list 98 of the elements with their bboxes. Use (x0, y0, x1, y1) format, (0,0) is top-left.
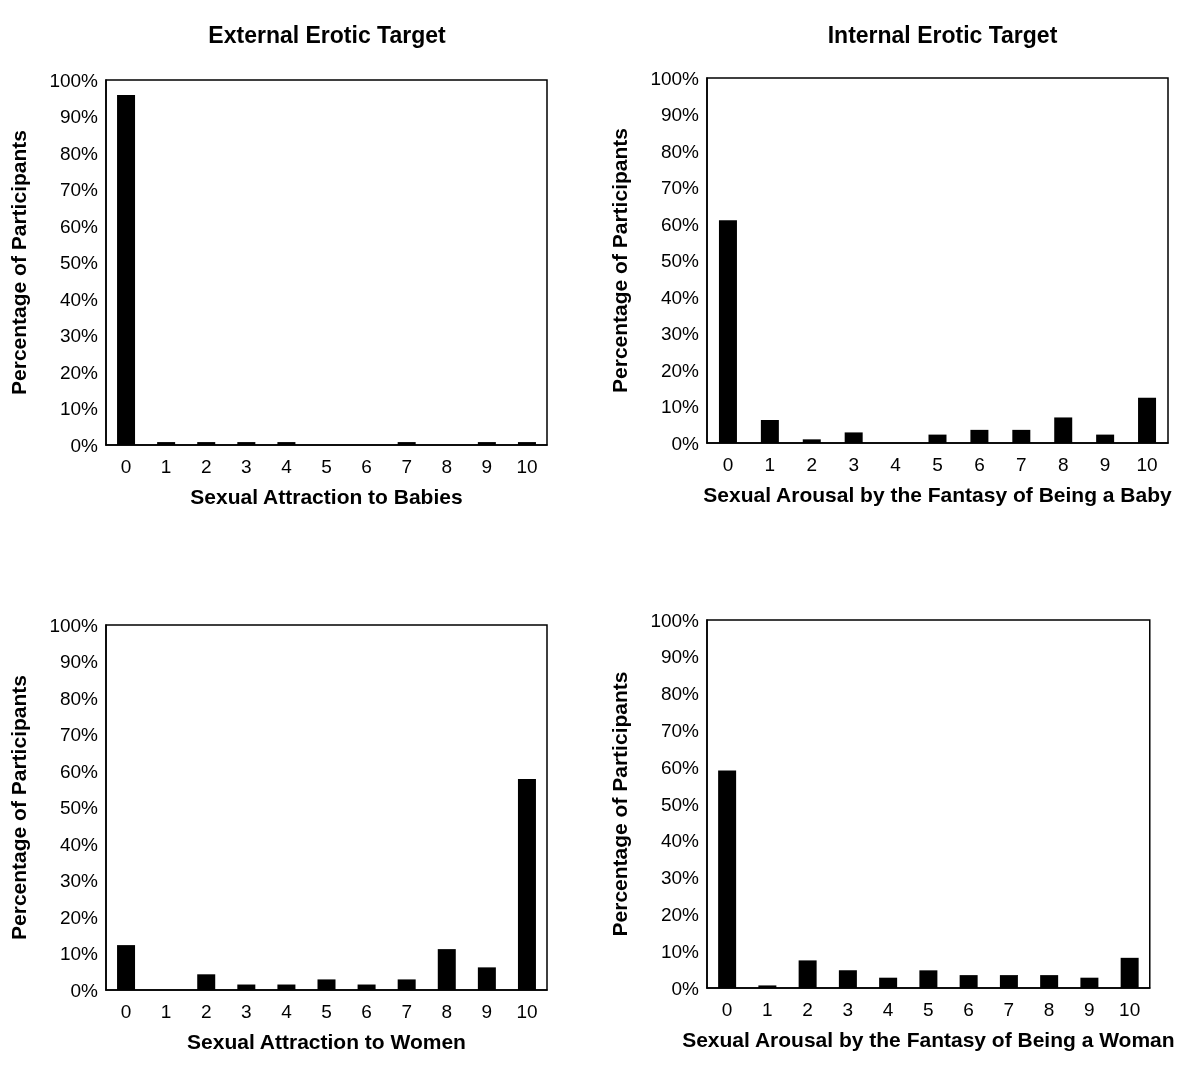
x-tick-label: 9 (1084, 999, 1095, 1020)
x-tick-label: 1 (160, 456, 172, 477)
y-tick-label: 10% (59, 943, 99, 964)
x-tick-label: 7 (401, 456, 412, 477)
y-tick-label: 60% (59, 760, 99, 782)
y-tick-label: 30% (660, 867, 700, 889)
x-tick-label: 4 (281, 1001, 293, 1022)
x-axis-title: Sexual Attraction to Women (187, 1029, 466, 1053)
x-tick-label: 0 (722, 454, 734, 475)
x-tick-label: 6 (974, 454, 985, 475)
y-tick-label: 20% (660, 903, 700, 925)
chart-title: Internal Erotic Target (827, 21, 1058, 48)
y-tick-label: 40% (59, 833, 99, 855)
y-tick-label: 0% (70, 434, 99, 456)
y-tick-label: 40% (660, 286, 700, 308)
y-tick-label: 80% (59, 687, 99, 709)
y-tick-label: 0% (671, 977, 700, 999)
x-axis-title: Sexual Arousal by the Fantasy of Being a Baby (703, 482, 1172, 506)
x-tick-label: 0 (721, 999, 733, 1020)
x-tick-label: 3 (241, 1001, 252, 1022)
x-tick-label: 8 (441, 1001, 453, 1022)
x-tick-label: 8 (1057, 454, 1069, 475)
y-tick-label: 80% (59, 142, 99, 164)
x-tick-label: 5 (321, 1001, 332, 1022)
y-tick-label: 40% (59, 288, 99, 310)
x-tick-label: 2 (806, 454, 818, 475)
x-tick-label: 9 (481, 456, 493, 477)
y-tick-label: 20% (660, 359, 700, 381)
y-tick-label: 80% (660, 140, 700, 162)
y-tick-label: 100% (650, 67, 700, 89)
x-tick-label: 6 (361, 1001, 372, 1022)
x-tick-label: 1 (764, 454, 776, 475)
y-tick-label: 0% (671, 432, 700, 454)
x-tick-label: 2 (200, 456, 212, 477)
y-tick-label: 100% (650, 609, 700, 631)
x-tick-label: 4 (882, 999, 894, 1020)
x-tick-label: 5 (321, 456, 332, 477)
x-tick-label: 8 (441, 456, 453, 477)
y-tick-label: 60% (660, 756, 700, 778)
x-tick-label: 4 (281, 456, 293, 477)
y-tick-label: 100% (49, 69, 99, 91)
y-tick-label: 50% (59, 797, 99, 818)
x-tick-label: 4 (890, 454, 902, 475)
y-axis-title: Percentage of Participants (608, 671, 631, 937)
y-tick-label: 90% (660, 646, 700, 668)
x-tick-label: 7 (1016, 454, 1027, 475)
x-tick-label: 3 (842, 999, 854, 1020)
x-tick-label: 6 (963, 999, 974, 1020)
x-tick-label: 5 (932, 454, 943, 475)
x-tick-label: 3 (241, 456, 252, 477)
y-tick-label: 50% (660, 793, 700, 815)
y-tick-label: 70% (660, 719, 700, 741)
y-tick-label: 90% (59, 651, 99, 672)
x-tick-label: 7 (401, 1001, 412, 1022)
y-tick-label: 60% (660, 213, 700, 235)
x-tick-label: 2 (802, 999, 813, 1020)
x-axis-title: Sexual Attraction to Babies (190, 484, 463, 508)
x-tick-label: 1 (762, 999, 773, 1020)
y-tick-label: 70% (59, 724, 99, 745)
y-tick-label: 30% (660, 323, 700, 344)
x-tick-label: 8 (1043, 999, 1055, 1020)
x-tick-label: 10 (516, 456, 538, 477)
y-tick-label: 60% (59, 215, 99, 237)
x-axis-title: Sexual Arousal by the Fantasy of Being a Woman (682, 1027, 1175, 1051)
y-tick-label: 10% (660, 940, 700, 962)
y-tick-label: 90% (660, 104, 700, 125)
y-axis-title: Percentage of Participants (608, 128, 631, 393)
y-tick-label: 10% (59, 398, 99, 419)
y-tick-label: 50% (59, 252, 99, 273)
x-tick-label: 0 (120, 456, 132, 477)
x-tick-label: 10 (1119, 999, 1141, 1020)
x-tick-label: 10 (1136, 454, 1158, 475)
y-tick-label: 30% (59, 870, 99, 891)
x-tick-label: 5 (923, 999, 934, 1020)
x-tick-label: 6 (361, 456, 372, 477)
y-axis-title: Percentage of Participants (7, 675, 30, 940)
y-tick-label: 100% (49, 614, 99, 636)
y-tick-label: 70% (660, 177, 700, 198)
y-tick-label: 80% (660, 683, 700, 705)
y-tick-label: 0% (70, 979, 99, 1001)
y-tick-label: 90% (59, 106, 99, 127)
x-tick-label: 7 (1003, 999, 1015, 1020)
y-tick-label: 30% (59, 325, 99, 346)
x-tick-label: 3 (848, 454, 859, 475)
x-tick-label: 9 (481, 1001, 493, 1022)
x-tick-label: 10 (516, 1001, 538, 1022)
y-tick-label: 20% (59, 906, 99, 928)
x-tick-label: 2 (200, 1001, 212, 1022)
x-tick-label: 9 (1099, 454, 1111, 475)
x-tick-label: 1 (160, 1001, 172, 1022)
chart-title: External Erotic Target (208, 21, 446, 48)
y-tick-label: 40% (660, 830, 700, 852)
y-tick-label: 10% (660, 396, 700, 417)
x-tick-label: 0 (120, 1001, 132, 1022)
y-axis-title: Percentage of Participants (7, 130, 30, 395)
y-tick-label: 50% (660, 250, 700, 271)
y-tick-label: 20% (59, 361, 99, 383)
y-tick-label: 70% (59, 179, 99, 200)
